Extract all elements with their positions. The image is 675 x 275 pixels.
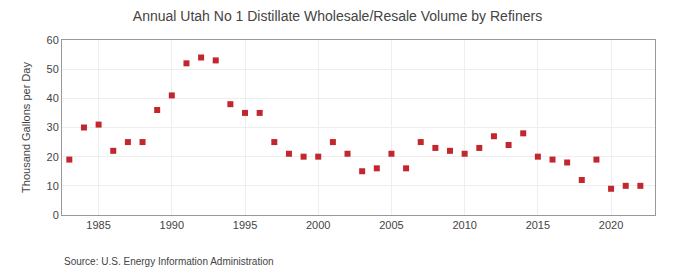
svg-text:2015: 2015 [526,219,550,231]
svg-text:1990: 1990 [160,219,184,231]
svg-text:10: 10 [47,180,59,192]
svg-text:30: 30 [47,121,59,133]
svg-text:60: 60 [47,34,59,46]
svg-text:Thousand Gallons per Day: Thousand Gallons per Day [20,62,32,193]
svg-text:1985: 1985 [86,219,110,231]
svg-text:0: 0 [53,209,59,221]
svg-text:40: 40 [47,92,59,104]
svg-text:2000: 2000 [306,219,330,231]
svg-text:2020: 2020 [599,219,623,231]
svg-text:2005: 2005 [379,219,403,231]
svg-text:2010: 2010 [452,219,476,231]
svg-text:Source: U.S. Energy Informatio: Source: U.S. Energy Information Administ… [64,256,274,267]
svg-text:1995: 1995 [233,219,257,231]
svg-text:Annual Utah No 1 Distillate Wh: Annual Utah No 1 Distillate Wholesale/Re… [133,8,542,24]
svg-text:50: 50 [47,63,59,75]
svg-text:20: 20 [47,151,59,163]
